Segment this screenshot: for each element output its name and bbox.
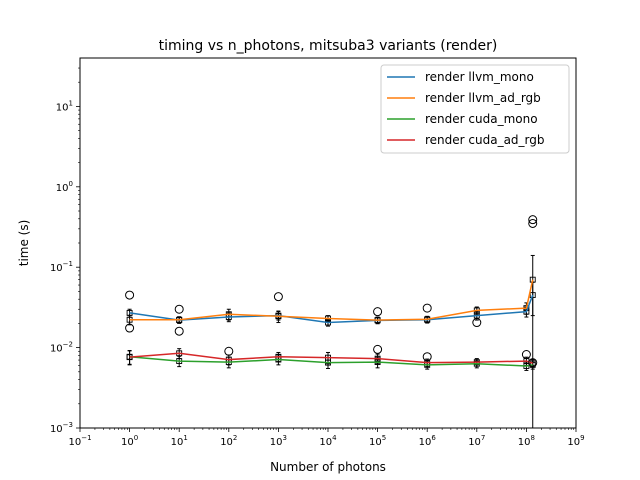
x-tick-label: 108	[518, 434, 535, 448]
outlier-point	[528, 215, 538, 225]
outlier-point	[521, 350, 531, 360]
legend-entry-2: render cuda_mono	[425, 112, 538, 126]
y-tick-label: 100	[56, 180, 73, 194]
x-tick-label: 103	[270, 434, 287, 448]
y-axis-title: time (s)	[17, 220, 31, 267]
outlier-point	[125, 323, 135, 333]
outlier-point	[472, 318, 482, 328]
x-tick-label: 10−1	[68, 434, 91, 448]
legend-box	[380, 64, 570, 154]
x-tick-label: 105	[369, 434, 386, 448]
outlier-point	[422, 352, 432, 362]
box-marker	[529, 360, 536, 367]
outlier-point	[224, 346, 234, 356]
x-tick-label: 102	[220, 434, 237, 448]
y-tick-label: 10−2	[50, 341, 73, 355]
y-tick-label: 10−3	[50, 421, 73, 435]
outlier-point	[422, 303, 432, 313]
outlier-point	[528, 358, 538, 368]
x-tick-label: 104	[319, 434, 337, 448]
legend-entry-1: render llvm_ad_rgb	[425, 91, 541, 105]
legend-entry-3: render cuda_ad_rgb	[425, 133, 545, 147]
series-line-1	[129, 279, 534, 321]
x-tick-label: 106	[419, 434, 437, 448]
series-line-0	[129, 294, 534, 324]
outlier-point	[174, 326, 184, 336]
series-line-2	[129, 355, 533, 367]
series-line-3	[129, 352, 533, 364]
x-tick-label: 107	[468, 434, 485, 448]
y-tick-label: 10−1	[50, 260, 73, 274]
x-tick-label: 109	[567, 434, 584, 448]
x-tick-label: 100	[121, 434, 138, 448]
x-axis: 10−1 100 101 102 103 104 105 106 107 108 109	[68, 428, 585, 448]
outlier-point	[273, 292, 283, 302]
outlier-point	[373, 344, 383, 354]
legend-entry-0: render llvm_mono	[425, 70, 534, 84]
outlier-point	[528, 218, 538, 228]
outlier-point	[125, 290, 135, 300]
chart-title: timing vs n_photons, mitsuba3 variants (…	[159, 38, 498, 54]
x-tick-label: 101	[171, 434, 188, 448]
y-tick-label: 101	[56, 99, 73, 113]
plot-content	[125, 215, 538, 429]
outlier-point	[373, 307, 383, 317]
y-axis: 10−3 10−2 10−1 100 101	[50, 67, 80, 435]
x-axis-title: Number of photons	[270, 460, 386, 474]
outlier-point	[174, 304, 184, 314]
